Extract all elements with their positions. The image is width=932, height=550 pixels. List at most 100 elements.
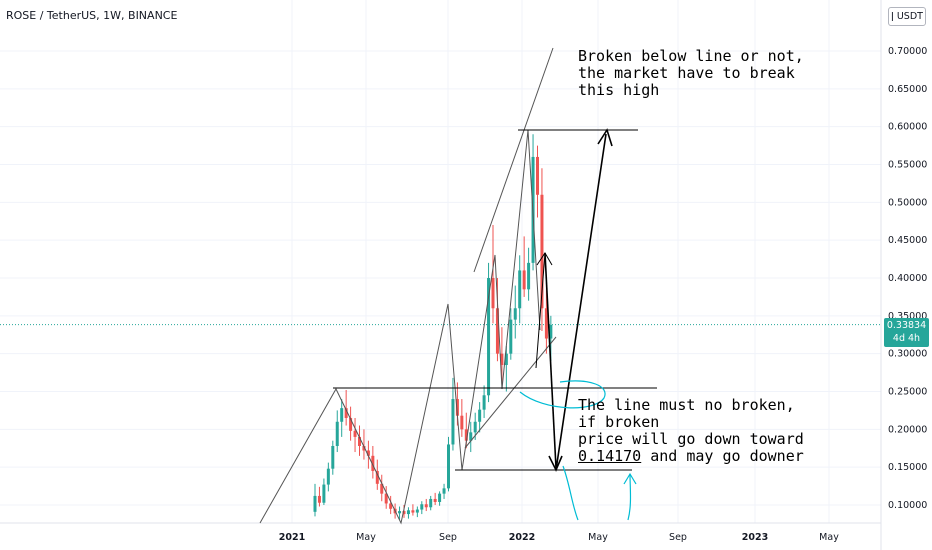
bottom-note-line: 0.14170 and may go downer (578, 448, 804, 465)
freehand-curve-left (562, 465, 579, 521)
freehand-marks (519, 380, 637, 521)
channel-lower-line (464, 336, 557, 449)
candle-down (455, 399, 459, 416)
candle-up (482, 395, 486, 410)
candle-up (398, 511, 402, 514)
bottom-note-tail: and may go downer (641, 447, 804, 465)
candle-down (366, 450, 370, 456)
candle-up (513, 308, 517, 320)
candle-up (313, 495, 317, 512)
candle-up (549, 324, 553, 339)
price-tick-label: 0.55000 (888, 160, 927, 171)
candle-down (358, 436, 361, 446)
time-tick-label: Sep (439, 532, 457, 543)
candle-up (322, 484, 326, 503)
arrow-up-large-head (597, 128, 613, 147)
currency-label: USDT (896, 11, 923, 22)
time-tick-label: Sep (669, 532, 687, 543)
bar-countdown: 4d 4h (892, 333, 921, 344)
candle-down (349, 417, 353, 431)
candle-up (429, 498, 433, 508)
freehand-arrow-right (627, 473, 632, 521)
candle-down (536, 156, 539, 195)
time-tick-label: 2023 (742, 532, 768, 543)
top-annotation: Broken below line or not, the market have… (578, 48, 804, 99)
freehand-arrow-head (623, 472, 637, 485)
price-tick-label: 0.15000 (888, 462, 927, 473)
arrow-down-left (544, 252, 557, 469)
candle-down (522, 270, 526, 290)
time-tick-label: May (356, 532, 376, 543)
candle-up (331, 445, 335, 469)
chart-title: ROSE / TetherUS, 1W, BINANCE (6, 9, 178, 22)
candle-down (424, 504, 428, 508)
top-note-line: this high (578, 81, 660, 99)
candle-down (460, 415, 464, 430)
candle-down (353, 430, 357, 437)
price-tick-label: 0.25000 (888, 387, 927, 398)
candle-up (509, 319, 513, 354)
bottom-note-line: price will go down toward (578, 430, 804, 448)
candle-up (340, 408, 344, 422)
candle-up (406, 510, 410, 515)
current-price-tag: 0.33834 4d 4h (884, 318, 929, 347)
candle-down (544, 308, 548, 339)
candle-up (335, 421, 339, 446)
freehand-ellipse (519, 380, 606, 409)
channel-upper-line (473, 47, 554, 273)
candle-up (504, 353, 508, 366)
candle-down (384, 493, 388, 504)
candle-down (433, 498, 437, 502)
candle-up (451, 399, 455, 445)
current-price-value: 0.33834 (886, 320, 927, 331)
candle-down (491, 278, 495, 309)
candle-down (317, 495, 321, 503)
candle-up (487, 278, 491, 396)
price-axis-labels: 0.70000 0.65000 0.60000 0.55000 0.50000 0.450… (888, 46, 927, 511)
time-tick-label: May (588, 532, 608, 543)
trend-drawings (259, 47, 657, 525)
candle-up (478, 409, 482, 422)
price-tick-label: 0.50000 (888, 197, 927, 208)
candle-down (495, 308, 499, 354)
time-axis-labels: 2021 May Sep 2022 May Sep 2023 May (279, 532, 839, 543)
bottom-note-line: The line must no broken, (578, 396, 795, 414)
arrow-up-large (555, 133, 607, 471)
time-tick-label: 2021 (279, 532, 305, 543)
currency-selector[interactable]: ǀ USDT (888, 7, 926, 26)
bottom-annotation: The line must no broken, if broken price w… (578, 397, 804, 465)
candle-down (540, 194, 544, 309)
candle-down (389, 503, 393, 509)
arrow-up-small (535, 252, 546, 369)
price-tick-label: 0.30000 (888, 349, 927, 360)
candle-down (380, 483, 384, 494)
candle-down (500, 353, 504, 366)
candle-up (438, 493, 442, 502)
candle-up (473, 421, 477, 433)
price-tick-label: 0.40000 (888, 273, 927, 284)
time-tick-label: May (819, 532, 839, 543)
price-tick-label: 0.70000 (888, 46, 927, 57)
price-tick-label: 0.35000 (888, 311, 927, 322)
time-tick-label: 2022 (509, 532, 535, 543)
candle-down (371, 455, 375, 471)
candle-down (464, 429, 468, 441)
candle-up (326, 468, 330, 485)
price-tick-label: 0.60000 (888, 122, 927, 133)
candle-up (469, 432, 473, 441)
candle-down (411, 510, 415, 513)
candle-up (447, 444, 450, 489)
price-tick-label: 0.45000 (888, 235, 927, 246)
candle-up (420, 504, 424, 510)
price-tick-label: 0.20000 (888, 424, 927, 435)
bottom-note-line: if broken (578, 413, 660, 431)
candle-up (527, 262, 531, 290)
target-level-value: 0.14170 (578, 447, 642, 465)
chevron-down-icon: ǀ (891, 11, 894, 22)
top-note-line: Broken below line or not, (578, 47, 804, 65)
candle-down (375, 470, 379, 484)
candle-down (402, 511, 406, 515)
candle-down (362, 445, 366, 451)
gridlines (0, 0, 881, 523)
